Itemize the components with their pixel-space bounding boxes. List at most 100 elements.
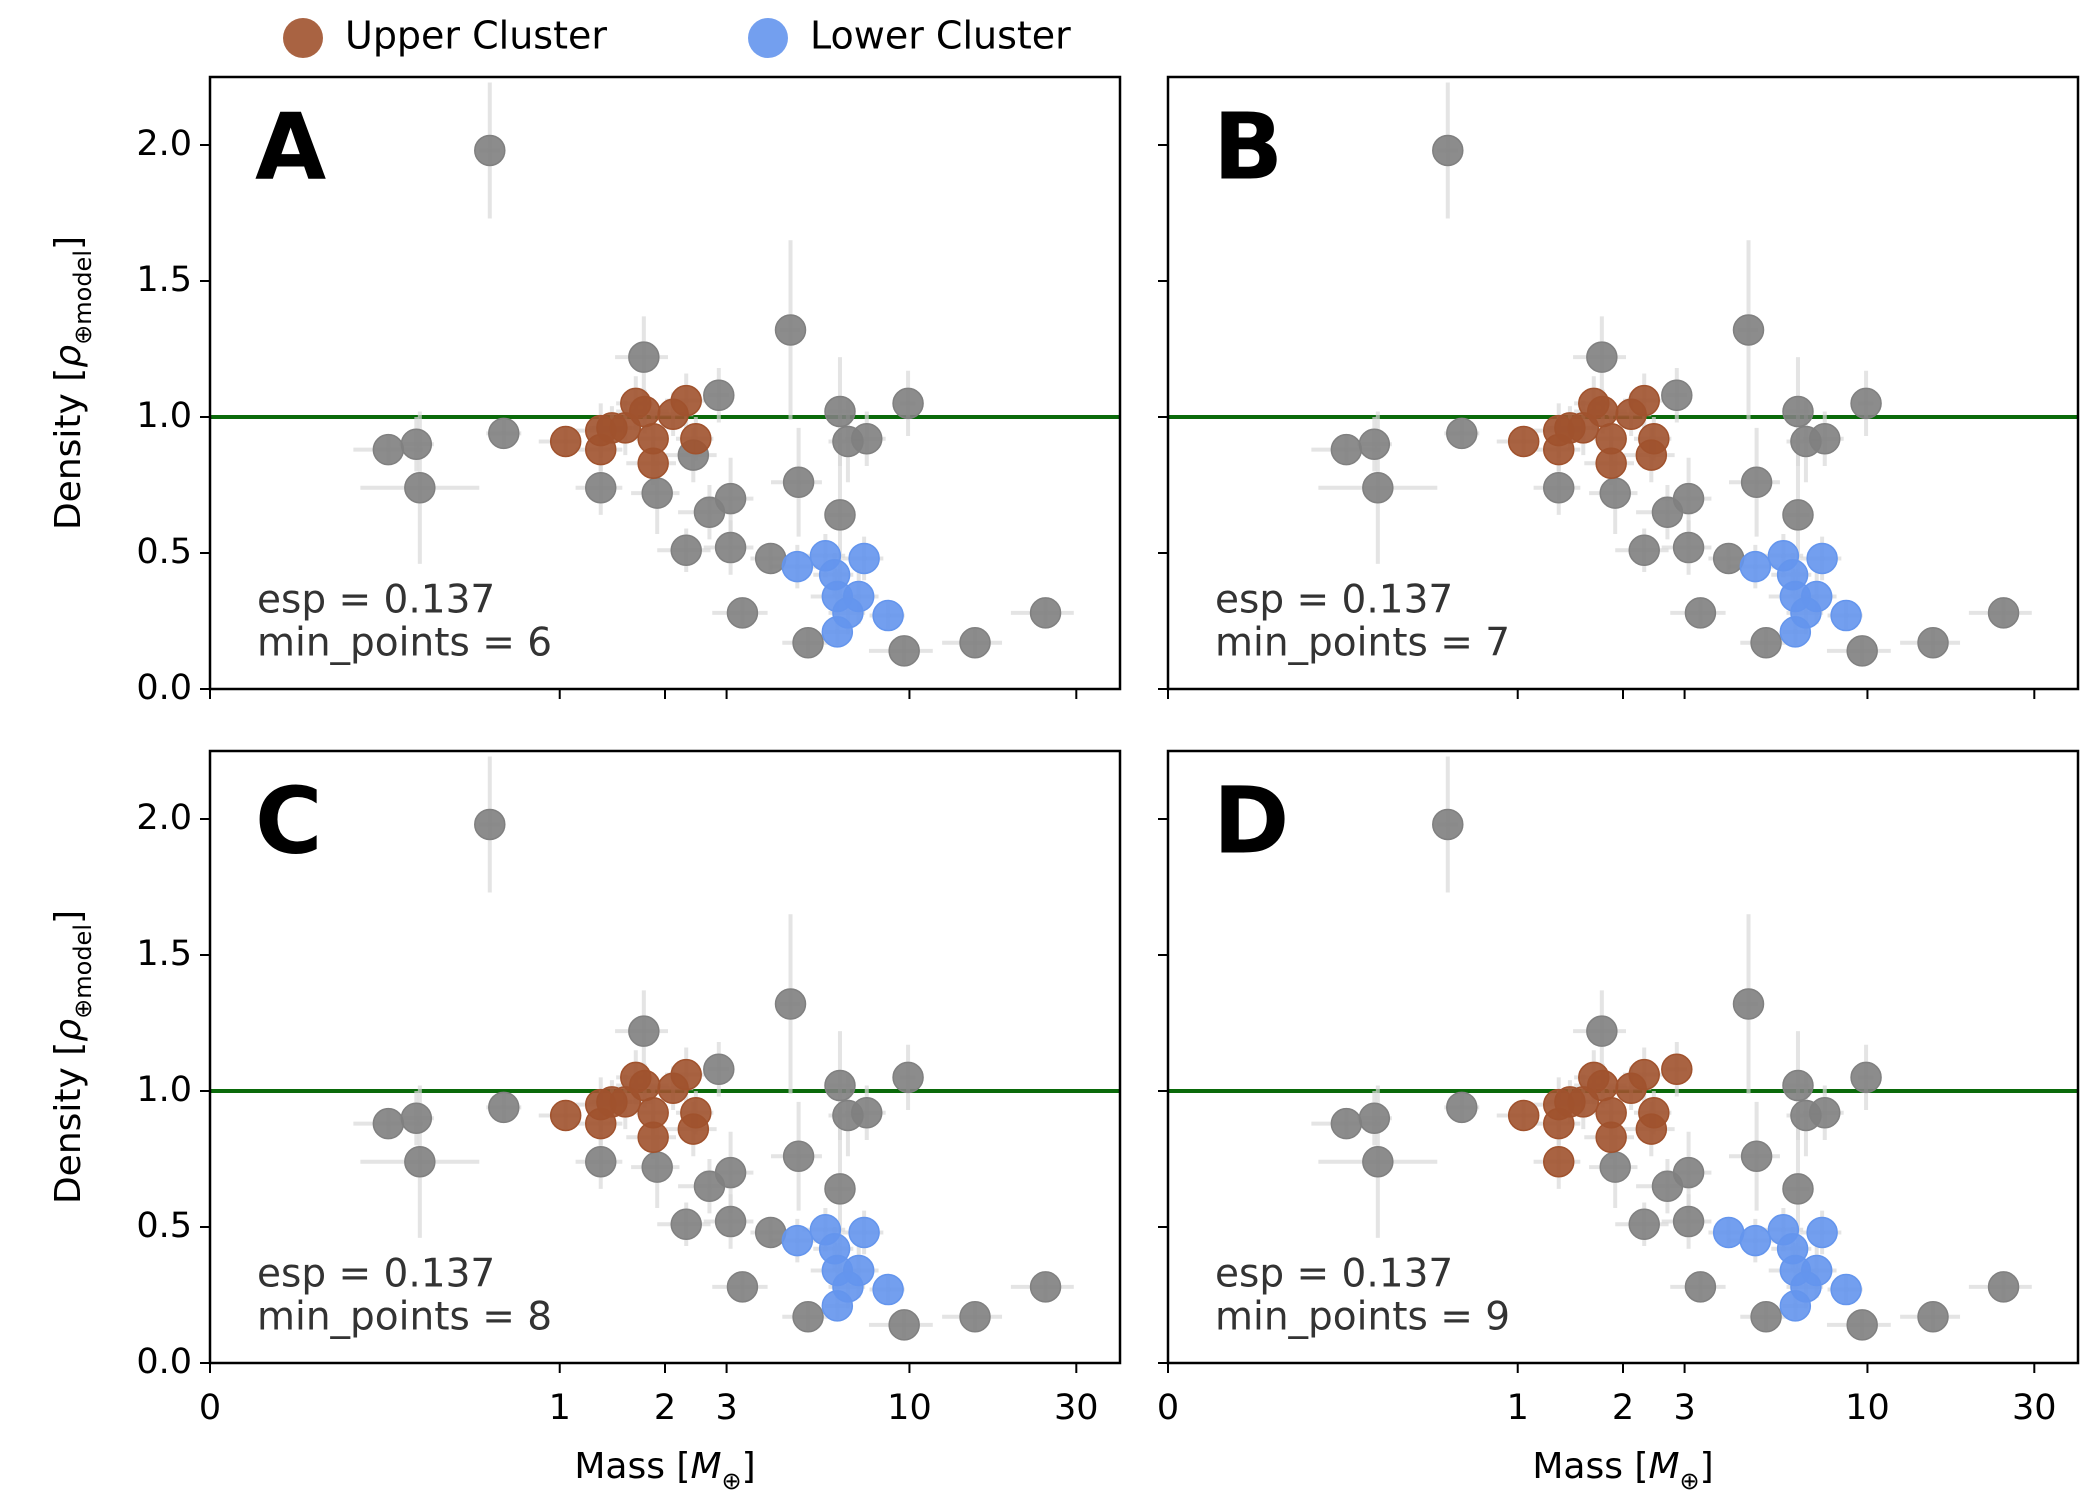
point — [488, 417, 520, 450]
point — [1684, 597, 1717, 629]
point — [892, 1061, 924, 1094]
point — [1806, 542, 1838, 575]
point — [1029, 597, 1062, 629]
point — [1732, 314, 1765, 346]
point — [872, 1273, 904, 1306]
point — [1739, 1224, 1772, 1257]
plot-frame — [1166, 75, 2080, 691]
point — [400, 428, 433, 460]
point — [1739, 550, 1772, 583]
point — [1846, 635, 1878, 667]
point — [792, 1301, 824, 1333]
point — [1635, 439, 1668, 471]
point — [1362, 471, 1394, 504]
point — [1782, 395, 1814, 428]
label-part: ρ — [48, 1019, 89, 1042]
annotation: min_points = 7 — [1215, 621, 1510, 666]
point — [1661, 1053, 1693, 1085]
point — [1358, 428, 1391, 460]
point — [1586, 341, 1618, 373]
annotation: min_points = 6 — [257, 621, 552, 666]
x-tick-label: 1 — [549, 1388, 571, 1428]
point — [1850, 1061, 1882, 1094]
point — [1809, 423, 1841, 455]
label-part: Mass [ — [1532, 1446, 1648, 1487]
x-tick-label: 10 — [887, 1388, 932, 1428]
point — [1917, 627, 1949, 659]
point — [1782, 1069, 1814, 1102]
point — [1917, 1301, 1949, 1333]
point — [549, 425, 582, 458]
panel-letter: B — [1213, 93, 1283, 200]
legend-marker — [748, 18, 788, 58]
y-tick-label: 0.0 — [136, 668, 192, 708]
panel-letter: D — [1213, 767, 1289, 874]
plot-frame — [208, 749, 1122, 1365]
point — [641, 477, 673, 509]
point — [474, 134, 506, 167]
annotation: esp = 0.137 — [1215, 1252, 1453, 1297]
label-part: ] — [48, 910, 89, 924]
panel-letter: C — [255, 767, 323, 874]
point — [703, 1053, 735, 1085]
point — [1599, 477, 1631, 509]
label-part: M — [690, 1446, 721, 1487]
point — [1672, 531, 1705, 564]
point — [824, 395, 856, 428]
point — [637, 447, 669, 479]
point — [670, 1208, 702, 1241]
point — [1782, 1173, 1814, 1205]
point — [872, 599, 904, 632]
point — [1362, 1145, 1394, 1178]
point — [1628, 1058, 1660, 1091]
point — [1782, 499, 1814, 531]
y-tick-label: 1.5 — [136, 260, 192, 300]
point — [1635, 1113, 1668, 1145]
point — [1830, 599, 1862, 632]
point — [1672, 1205, 1705, 1238]
point — [888, 1309, 920, 1341]
label-part: ⊕ — [1680, 1467, 1700, 1495]
point — [1712, 542, 1745, 575]
point — [851, 1097, 883, 1129]
point — [637, 1121, 669, 1153]
point — [1987, 597, 2020, 629]
point — [781, 550, 814, 583]
plot-frame — [208, 75, 1122, 691]
point — [584, 471, 617, 504]
label-part: M — [1648, 1446, 1679, 1487]
y-tick-label: 2.0 — [136, 124, 192, 164]
y-tick-label: 1.5 — [136, 934, 192, 974]
x-axis-label: Mass [M⊕] — [1532, 1446, 1713, 1495]
label-part: Mass [ — [574, 1446, 690, 1487]
point — [1542, 1145, 1575, 1178]
point — [404, 1145, 436, 1178]
annotation: esp = 0.137 — [257, 578, 495, 623]
x-axis-label: Mass [M⊕] — [574, 1446, 755, 1495]
x-tick-label: 0 — [1157, 1388, 1179, 1428]
point — [714, 1156, 747, 1189]
annotation: esp = 0.137 — [257, 1252, 495, 1297]
y-tick-label: 0.5 — [136, 1206, 192, 1246]
point — [1779, 616, 1812, 648]
point — [1586, 395, 1619, 428]
y-tick-label: 2.0 — [136, 798, 192, 838]
point — [628, 395, 661, 428]
point — [1850, 387, 1882, 420]
point — [1732, 988, 1765, 1020]
point — [372, 433, 405, 466]
point — [1595, 447, 1627, 479]
label-part: Density [ — [48, 368, 89, 530]
x-tick-label: 2 — [1612, 1388, 1634, 1428]
point — [1358, 1102, 1391, 1134]
x-tick-label: 0 — [199, 1388, 221, 1428]
x-tick-label: 1 — [1507, 1388, 1529, 1428]
point — [1806, 1216, 1838, 1249]
point — [1779, 1290, 1812, 1322]
point — [714, 482, 747, 515]
point — [714, 531, 747, 564]
point — [1542, 471, 1575, 504]
point — [549, 1099, 582, 1132]
